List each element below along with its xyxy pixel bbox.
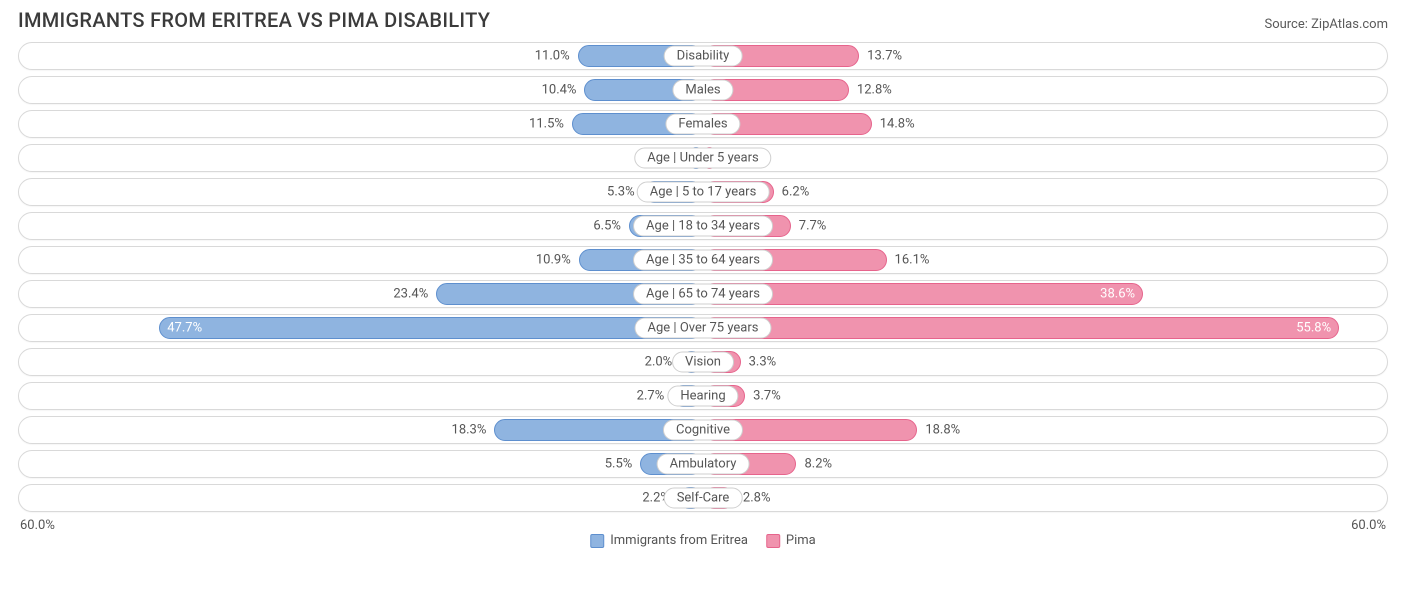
category-pill: Age | 5 to 17 years bbox=[637, 182, 770, 203]
axis-row: 60.0% 60.0% Immigrants from Eritrea Pima bbox=[18, 518, 1388, 538]
axis-max-left: 60.0% bbox=[20, 518, 55, 533]
category-pill: Ambulatory bbox=[657, 454, 750, 475]
bar-row: 10.9% 16.1% Age | 35 to 64 years bbox=[18, 246, 1388, 274]
bar-row: 11.5% 14.8% Females bbox=[18, 110, 1388, 138]
value-label-right: 6.2% bbox=[782, 185, 810, 200]
diverging-bar-chart: 11.0% 13.7% Disability 10.4% 12.8% Males 11.5%… bbox=[18, 42, 1388, 512]
value-label-left: 23.4% bbox=[393, 287, 428, 302]
legend: Immigrants from Eritrea Pima bbox=[590, 533, 816, 548]
category-pill: Age | 18 to 34 years bbox=[633, 216, 773, 237]
category-pill: Disability bbox=[664, 46, 743, 67]
category-pill: Vision bbox=[672, 352, 734, 373]
value-label-left: 2.0% bbox=[645, 355, 673, 370]
value-label-right: 55.8% bbox=[1296, 321, 1331, 336]
bar-row: 18.3% 18.8% Cognitive bbox=[18, 416, 1388, 444]
bar-row: 1.2%1.1%Age | Under 5 years bbox=[18, 144, 1388, 172]
value-label-right: 2.8% bbox=[743, 491, 771, 506]
value-label-right: 7.7% bbox=[799, 219, 827, 234]
bar-row: 5.3% 6.2% Age | 5 to 17 years bbox=[18, 178, 1388, 206]
legend-item-right: Pima bbox=[766, 533, 816, 548]
legend-item-left: Immigrants from Eritrea bbox=[590, 533, 748, 548]
bar-left bbox=[159, 317, 703, 339]
legend-swatch-right bbox=[766, 534, 780, 548]
category-pill: Age | Under 5 years bbox=[634, 148, 771, 169]
value-label-left: 47.7% bbox=[167, 321, 202, 336]
category-pill: Self-Care bbox=[664, 488, 743, 509]
bar-row: 23.4% 38.6% Age | 65 to 74 years bbox=[18, 280, 1388, 308]
source-attribution: Source: ZipAtlas.com bbox=[1264, 17, 1388, 32]
value-label-right: 18.8% bbox=[925, 423, 960, 438]
bar-row: 2.2%2.8%Self-Care bbox=[18, 484, 1388, 512]
source-prefix: Source: bbox=[1264, 17, 1311, 32]
value-label-left: 18.3% bbox=[452, 423, 487, 438]
bar-right bbox=[703, 317, 1339, 339]
value-label-left: 5.5% bbox=[605, 457, 633, 472]
value-label-right: 3.7% bbox=[753, 389, 781, 404]
legend-label-left: Immigrants from Eritrea bbox=[610, 533, 748, 548]
value-label-right: 13.7% bbox=[867, 49, 902, 64]
axis-max-right: 60.0% bbox=[1351, 518, 1386, 533]
category-pill: Age | Over 75 years bbox=[635, 318, 772, 339]
bar-row: 2.7% 3.7% Hearing bbox=[18, 382, 1388, 410]
bar-row: 11.0% 13.7% Disability bbox=[18, 42, 1388, 70]
category-pill: Age | 65 to 74 years bbox=[633, 284, 773, 305]
bar-row: 5.5% 8.2% Ambulatory bbox=[18, 450, 1388, 478]
value-label-right: 38.6% bbox=[1100, 287, 1135, 302]
value-label-left: 10.9% bbox=[536, 253, 571, 268]
chart-title: IMMIGRANTS FROM ERITREA VS PIMA DISABILI… bbox=[18, 8, 490, 32]
value-label-right: 12.8% bbox=[857, 83, 892, 98]
bar-row: 10.4% 12.8% Males bbox=[18, 76, 1388, 104]
category-pill: Males bbox=[672, 80, 733, 101]
value-label-right: 16.1% bbox=[895, 253, 930, 268]
value-label-left: 2.7% bbox=[637, 389, 665, 404]
category-pill: Age | 35 to 64 years bbox=[633, 250, 773, 271]
category-pill: Hearing bbox=[667, 386, 738, 407]
header: IMMIGRANTS FROM ERITREA VS PIMA DISABILI… bbox=[18, 8, 1388, 32]
chart-container: IMMIGRANTS FROM ERITREA VS PIMA DISABILI… bbox=[0, 0, 1406, 546]
bar-row: 47.7% 55.8% Age | Over 75 years bbox=[18, 314, 1388, 342]
category-pill: Females bbox=[665, 114, 740, 135]
value-label-right: 8.2% bbox=[804, 457, 832, 472]
category-pill: Cognitive bbox=[663, 420, 743, 441]
value-label-left: 10.4% bbox=[542, 83, 577, 98]
value-label-left: 11.5% bbox=[529, 117, 564, 132]
bar-row: 2.0% 3.3% Vision bbox=[18, 348, 1388, 376]
source-name: ZipAtlas.com bbox=[1311, 17, 1388, 32]
value-label-left: 11.0% bbox=[535, 49, 570, 64]
bar-row: 6.5% 7.7% Age | 18 to 34 years bbox=[18, 212, 1388, 240]
value-label-right: 14.8% bbox=[880, 117, 915, 132]
value-label-left: 6.5% bbox=[593, 219, 621, 234]
legend-label-right: Pima bbox=[786, 533, 816, 548]
value-label-left: 5.3% bbox=[607, 185, 635, 200]
legend-swatch-left bbox=[590, 534, 604, 548]
value-label-right: 3.3% bbox=[749, 355, 777, 370]
